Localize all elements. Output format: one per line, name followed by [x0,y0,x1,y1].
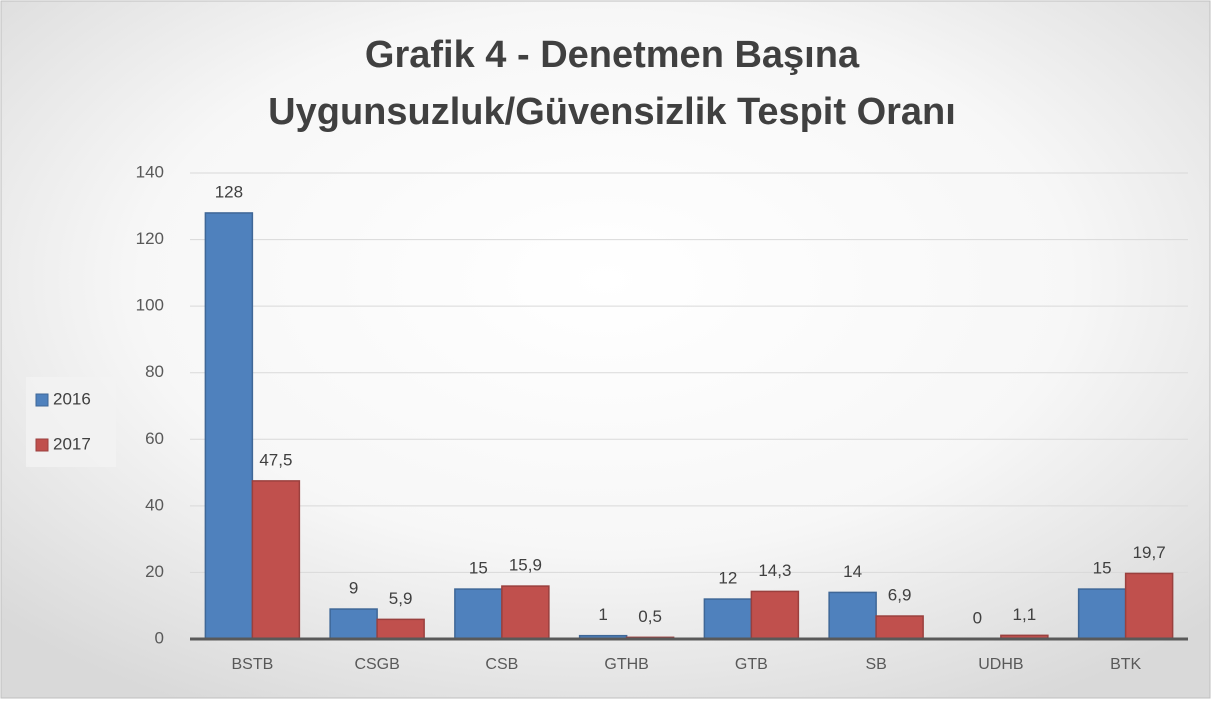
value-label: 0,5 [638,607,662,626]
legend-label: 2016 [53,389,91,408]
bar [750,590,800,640]
bar [329,608,378,640]
value-label: 47,5 [259,450,292,469]
legend-swatch [35,393,49,407]
value-label: 5,9 [389,589,413,608]
bar [501,585,550,640]
y-tick-label: 60 [145,429,164,448]
y-tick-label: 80 [145,362,164,381]
bar [454,588,503,640]
value-label: 15 [469,559,488,578]
y-tick-label: 20 [145,562,164,581]
bar [204,212,254,640]
value-label: 15 [1093,559,1112,578]
y-tick-label: 140 [136,162,164,181]
chart-title: Uygunsuzluk/Güvensizlik Tespit Oranı [268,91,956,133]
bar [703,598,753,640]
value-label: 14,3 [758,561,791,580]
bar [1124,572,1174,640]
bar [1077,588,1127,640]
legend-label: 2017 [53,434,91,453]
bar [251,480,301,640]
x-tick-label: BTK [1110,656,1141,673]
legend-swatch [35,438,49,452]
value-label: 6,9 [888,586,912,605]
value-label: 9 [349,579,358,598]
bar [828,591,877,640]
x-tick-label: GTB [735,656,768,673]
y-tick-label: 40 [145,495,164,514]
y-tick-label: 100 [136,296,164,315]
value-label: 15,9 [509,556,542,575]
value-label: 128 [215,182,243,201]
value-label: 19,7 [1133,543,1166,562]
x-tick-label: CSB [485,656,518,673]
value-label: 14 [843,562,862,581]
value-label: 1,1 [1013,605,1037,624]
y-tick-label: 0 [155,628,164,647]
y-tick-label: 120 [136,229,164,248]
bar [376,618,425,640]
x-tick-label: SB [865,656,886,673]
bar [875,615,924,640]
x-tick-label: GTHB [604,656,648,673]
value-label: 0 [973,608,982,627]
x-tick-label: CSGB [354,656,399,673]
value-label: 12 [718,569,737,588]
legend-box [26,377,116,467]
x-tick-label: UDHB [978,656,1023,673]
chart-title: Grafik 4 - Denetmen Başına [365,34,860,76]
value-label: 1 [598,605,607,624]
x-tick-label: BSTB [231,656,273,673]
